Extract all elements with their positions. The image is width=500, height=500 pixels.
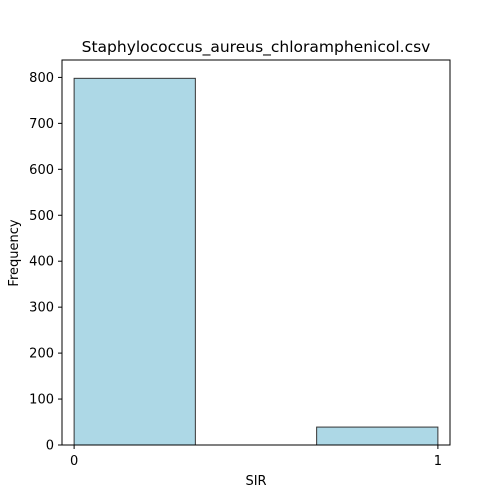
y-axis: 0 100 200 300 400 500 600 700 800 [29,71,62,454]
y-axis-label: Frequency [7,219,22,286]
y-tick-label: 100 [29,393,54,408]
histogram-bar-1 [316,426,439,446]
x-axis-label: SIR [245,474,266,489]
histogram-bar-0 [73,77,196,446]
y-tick-label: 500 [29,209,54,224]
y-tick-label: 200 [29,347,54,362]
y-tick-label: 0 [46,439,54,454]
y-tick-label: 700 [29,117,54,132]
bars-group [73,77,439,446]
x-tick-label: 0 [70,454,78,469]
y-tick-label: 300 [29,301,54,316]
x-tick-label: 1 [434,454,442,469]
y-tick-label: 800 [29,71,54,86]
plot-frame [61,59,451,446]
y-tick-label: 400 [29,255,54,270]
chart-title: Staphylococcus_aureus_chloramphenicol.cs… [82,38,431,57]
y-tick-label: 600 [29,163,54,178]
